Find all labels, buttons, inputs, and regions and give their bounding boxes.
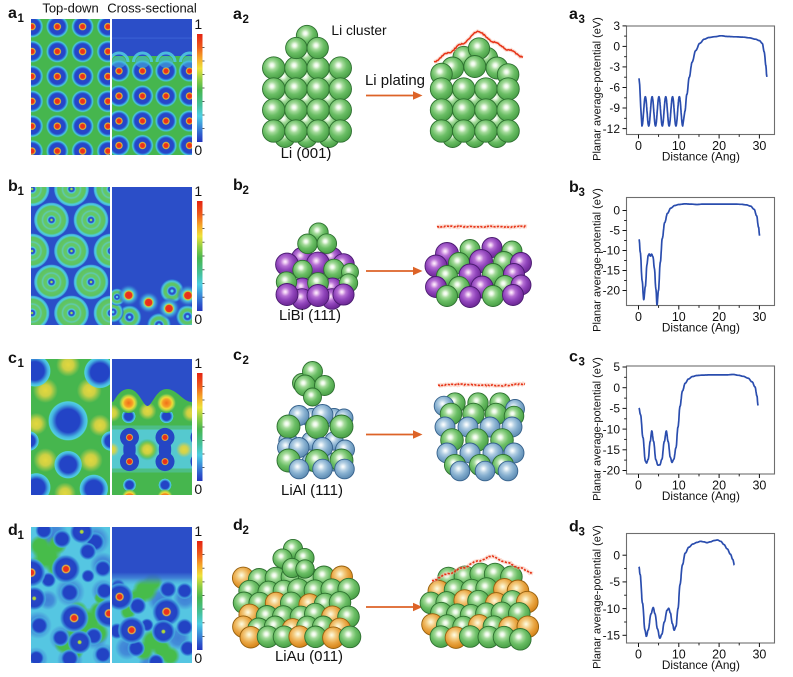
svg-text:Distance (Ang): Distance (Ang) xyxy=(662,489,740,503)
svg-text:2: 2 xyxy=(243,355,249,367)
svg-text:-10: -10 xyxy=(603,244,621,258)
svg-text:10: 10 xyxy=(672,648,686,662)
svg-text:Cross-sectional: Cross-sectional xyxy=(107,1,197,16)
svg-text:1: 1 xyxy=(18,358,25,370)
svg-text:-12: -12 xyxy=(603,122,621,136)
svg-text:LiAu (011): LiAu (011) xyxy=(275,648,343,665)
svg-text:-15: -15 xyxy=(603,443,621,457)
svg-text:d: d xyxy=(569,519,579,536)
svg-text:2: 2 xyxy=(243,14,249,26)
svg-text:0: 0 xyxy=(635,139,642,153)
svg-text:c: c xyxy=(8,350,17,367)
svg-text:Top-down: Top-down xyxy=(42,1,98,16)
svg-text:2: 2 xyxy=(243,525,249,537)
svg-text:10: 10 xyxy=(672,139,686,153)
svg-text:20: 20 xyxy=(712,479,726,493)
svg-text:0: 0 xyxy=(194,142,202,158)
svg-text:-20: -20 xyxy=(603,464,621,478)
svg-text:d: d xyxy=(233,517,243,534)
svg-text:0: 0 xyxy=(194,650,202,666)
svg-text:3: 3 xyxy=(579,14,585,26)
svg-text:a: a xyxy=(569,6,578,23)
svg-text:20: 20 xyxy=(712,139,726,153)
svg-text:0: 0 xyxy=(613,204,620,218)
svg-text:0: 0 xyxy=(613,381,620,395)
svg-text:2: 2 xyxy=(243,185,249,197)
svg-text:20: 20 xyxy=(712,310,726,324)
svg-text:Planar average-potential (eV): Planar average-potential (eV) xyxy=(591,17,603,161)
svg-text:-15: -15 xyxy=(603,629,621,643)
svg-text:Distance (Ang): Distance (Ang) xyxy=(662,658,740,672)
svg-text:c: c xyxy=(569,349,578,366)
svg-text:5: 5 xyxy=(613,360,620,374)
svg-text:10: 10 xyxy=(672,310,686,324)
svg-text:Planar average-potential (eV): Planar average-potential (eV) xyxy=(591,525,603,669)
svg-text:Distance (Ang): Distance (Ang) xyxy=(662,321,740,335)
svg-text:b: b xyxy=(569,179,579,196)
svg-text:0: 0 xyxy=(613,40,620,54)
svg-text:-6: -6 xyxy=(609,81,620,95)
svg-text:-20: -20 xyxy=(603,284,621,298)
svg-text:a: a xyxy=(233,6,242,23)
svg-text:3: 3 xyxy=(579,527,585,539)
svg-text:20: 20 xyxy=(712,648,726,662)
svg-text:a: a xyxy=(8,5,17,22)
svg-text:Li cluster: Li cluster xyxy=(331,23,387,38)
svg-text:0: 0 xyxy=(194,481,202,497)
svg-text:3: 3 xyxy=(579,357,585,369)
svg-text:1: 1 xyxy=(194,523,202,539)
svg-text:c: c xyxy=(233,347,242,364)
svg-text:1: 1 xyxy=(18,530,25,542)
svg-text:Distance (Ang): Distance (Ang) xyxy=(662,150,740,164)
svg-text:-9: -9 xyxy=(609,101,620,115)
svg-text:-5: -5 xyxy=(609,402,620,416)
svg-text:1: 1 xyxy=(194,355,202,371)
svg-text:30: 30 xyxy=(752,139,766,153)
svg-text:1: 1 xyxy=(18,13,25,25)
svg-text:30: 30 xyxy=(752,648,766,662)
svg-text:-10: -10 xyxy=(603,602,621,616)
svg-text:30: 30 xyxy=(752,310,766,324)
svg-text:0: 0 xyxy=(635,479,642,493)
svg-text:1: 1 xyxy=(18,186,25,198)
svg-text:0: 0 xyxy=(194,311,202,327)
svg-text:-15: -15 xyxy=(603,264,621,278)
svg-text:b: b xyxy=(233,177,243,194)
svg-text:Planar average-potential (eV): Planar average-potential (eV) xyxy=(591,188,603,332)
svg-text:-5: -5 xyxy=(609,224,620,238)
svg-text:b: b xyxy=(8,178,18,195)
svg-text:Li (001): Li (001) xyxy=(281,145,332,162)
svg-text:-3: -3 xyxy=(609,60,620,74)
svg-text:Li plating: Li plating xyxy=(365,72,425,89)
svg-text:-10: -10 xyxy=(603,422,621,436)
svg-text:0: 0 xyxy=(613,548,620,562)
svg-text:LiAl (111): LiAl (111) xyxy=(281,482,343,499)
svg-text:-5: -5 xyxy=(609,575,620,589)
svg-text:0: 0 xyxy=(635,310,642,324)
svg-text:LiBi (111): LiBi (111) xyxy=(279,307,341,324)
svg-text:10: 10 xyxy=(672,479,686,493)
svg-text:30: 30 xyxy=(752,479,766,493)
svg-text:0: 0 xyxy=(635,648,642,662)
svg-text:1: 1 xyxy=(194,183,202,199)
svg-text:d: d xyxy=(8,522,18,539)
svg-text:Planar average-potential (eV): Planar average-potential (eV) xyxy=(591,357,603,501)
svg-text:3: 3 xyxy=(579,187,585,199)
svg-text:1: 1 xyxy=(194,16,202,32)
svg-text:3: 3 xyxy=(613,19,620,33)
